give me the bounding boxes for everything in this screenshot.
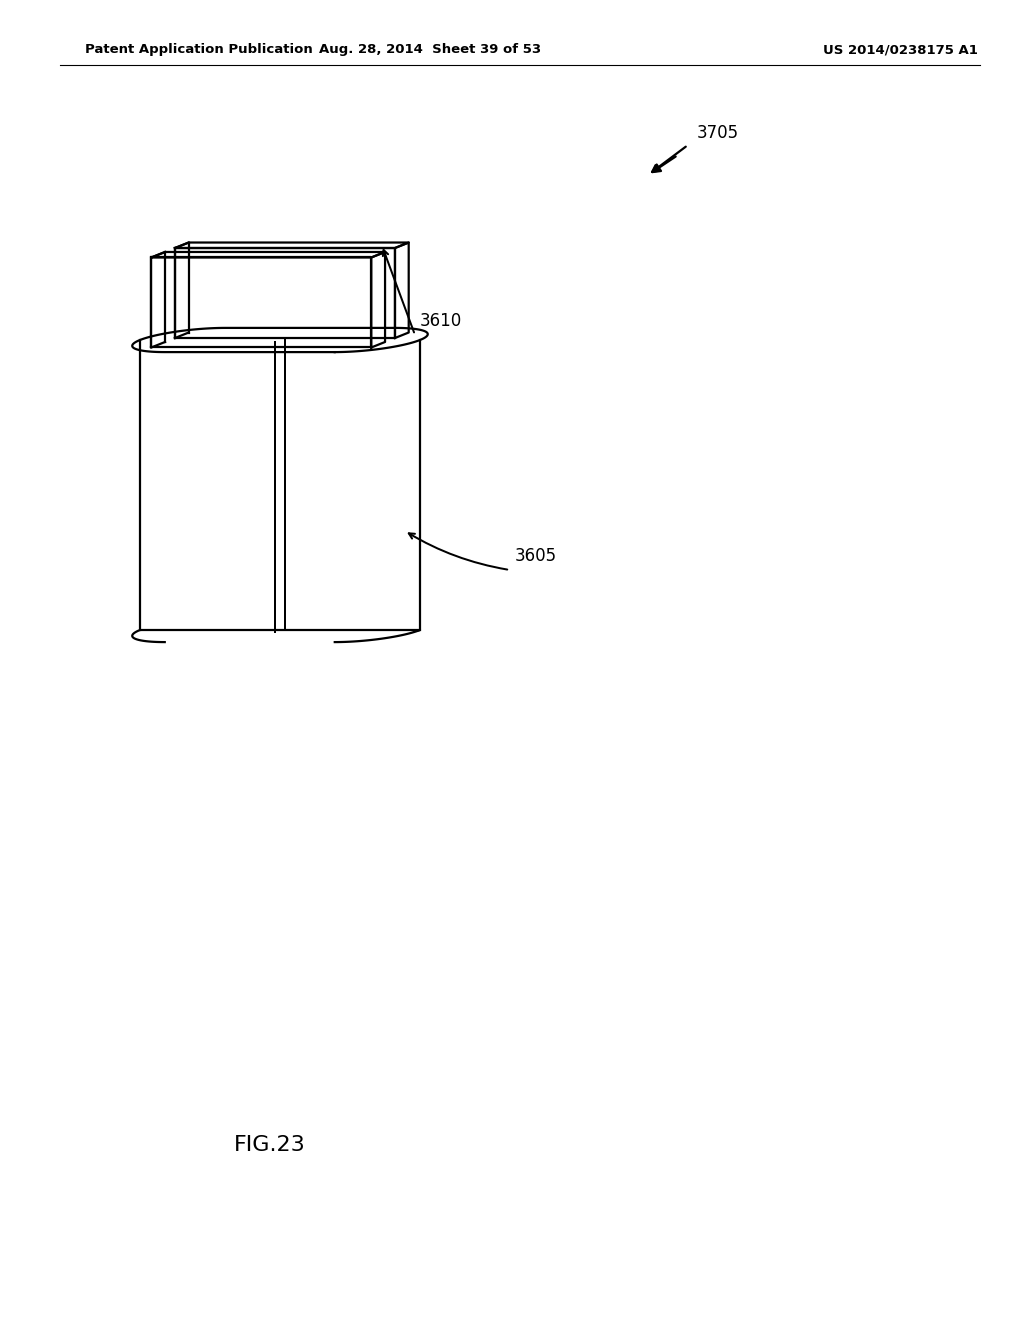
Text: Patent Application Publication: Patent Application Publication (85, 44, 312, 57)
Text: 3705: 3705 (697, 124, 739, 143)
Text: Aug. 28, 2014  Sheet 39 of 53: Aug. 28, 2014 Sheet 39 of 53 (318, 44, 541, 57)
Text: 3605: 3605 (515, 546, 557, 565)
Text: FIG.23: FIG.23 (234, 1135, 306, 1155)
Text: US 2014/0238175 A1: US 2014/0238175 A1 (822, 44, 978, 57)
Text: 3610: 3610 (420, 312, 462, 330)
